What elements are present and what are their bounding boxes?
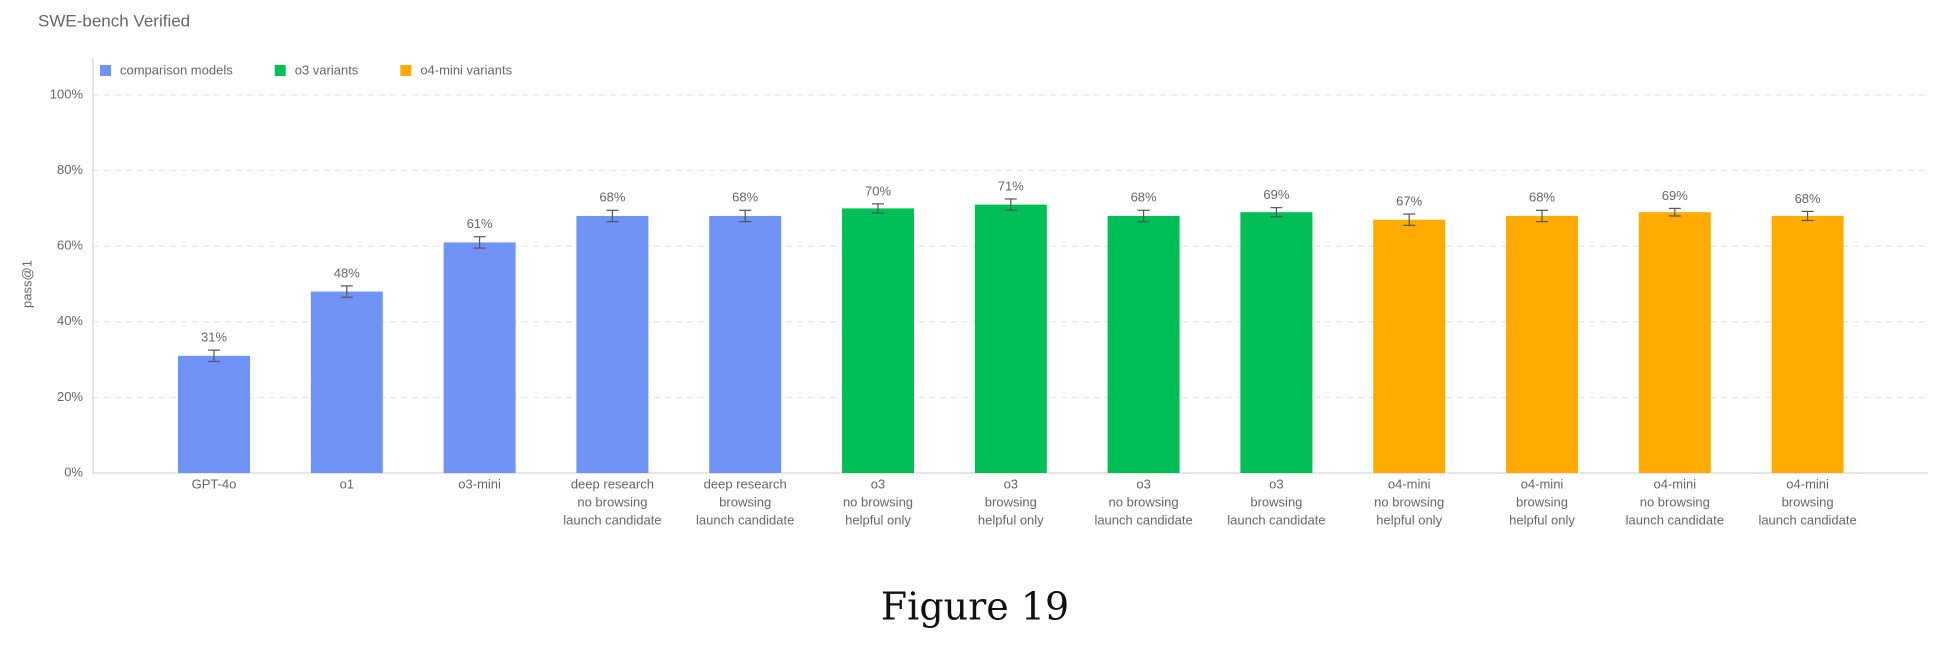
y-tick-label: 40% (57, 313, 83, 328)
x-tick-label: helpful only (1509, 512, 1575, 527)
legend-label: o3 variants (295, 62, 359, 77)
data-label: 68% (1529, 190, 1555, 205)
data-label: 68% (1795, 191, 1821, 206)
x-tick-label: helpful only (978, 512, 1044, 527)
data-label: 70% (865, 183, 891, 198)
bar (974, 204, 1047, 473)
y-tick-label: 60% (57, 238, 83, 253)
x-tick-label: launch candidate (563, 512, 661, 527)
bar (709, 215, 782, 473)
x-tick-label: o3 (1004, 476, 1018, 491)
x-tick-label: o3 (871, 476, 885, 491)
x-tick-label: launch candidate (1626, 512, 1724, 527)
y-tick-label: 20% (57, 389, 83, 404)
x-tick-label: o4-mini (1653, 476, 1696, 491)
x-tick-label: browsing (1782, 494, 1834, 509)
data-label: 68% (1131, 190, 1157, 205)
legend-label: comparison models (120, 62, 233, 77)
x-tick-label: helpful only (1376, 512, 1442, 527)
bar (310, 291, 383, 473)
x-tick-label: o4-mini (1388, 476, 1431, 491)
x-tick-label: o1 (340, 476, 354, 491)
bar (1373, 219, 1446, 473)
x-tick-label: launch candidate (696, 512, 794, 527)
x-tick-label: GPT-4o (192, 476, 237, 491)
bar (1107, 215, 1180, 473)
x-tick-label: helpful only (845, 512, 911, 527)
x-tick-label: no browsing (1109, 494, 1179, 509)
y-axis-label: pass@1 (19, 260, 34, 308)
legend-swatch (400, 65, 412, 76)
data-label: 61% (467, 216, 493, 231)
data-label: 68% (599, 190, 625, 205)
bar (1240, 212, 1313, 473)
x-tick-label: o3-mini (458, 476, 501, 491)
legend-swatch (100, 65, 111, 76)
x-tick-label: o4-mini (1786, 476, 1829, 491)
bar (842, 208, 914, 473)
x-tick-label: no browsing (1640, 494, 1710, 509)
x-tick-label: no browsing (1374, 494, 1444, 509)
x-tick-label: browsing (1516, 494, 1568, 509)
y-tick-label: 80% (57, 162, 83, 177)
bar (1771, 215, 1844, 473)
legend-label: o4-mini variants (420, 62, 512, 77)
data-label: 31% (201, 330, 227, 345)
y-tick-label: 100% (50, 86, 84, 101)
data-label: 48% (334, 265, 360, 280)
x-tick-label: browsing (985, 494, 1037, 509)
x-tick-label: browsing (719, 494, 771, 509)
data-label: 71% (998, 178, 1024, 193)
x-tick-label: launch candidate (1758, 512, 1856, 527)
chart-title: SWE-bench Verified (38, 11, 190, 30)
data-label: 68% (732, 190, 758, 205)
x-tick-label: deep research (571, 476, 654, 491)
x-tick-label: browsing (1250, 494, 1302, 509)
y-tick-label: 0% (64, 464, 83, 479)
bar (1638, 212, 1711, 473)
data-label: 67% (1396, 194, 1422, 209)
caption: Figure 19 (881, 585, 1069, 629)
bar (178, 355, 250, 473)
x-tick-label: launch candidate (1227, 512, 1325, 527)
x-tick-label: launch candidate (1094, 512, 1192, 527)
legend-swatch (274, 65, 286, 76)
x-tick-label: o4-mini (1521, 476, 1564, 491)
bar (576, 215, 649, 473)
bar (443, 242, 516, 473)
x-tick-label: no browsing (843, 494, 913, 509)
x-tick-label: no browsing (577, 494, 647, 509)
data-label: 69% (1662, 188, 1688, 203)
x-tick-label: deep research (704, 476, 787, 491)
bar (1506, 215, 1578, 473)
data-label: 69% (1263, 187, 1289, 202)
x-tick-label: o3 (1136, 476, 1150, 491)
x-tick-label: o3 (1269, 476, 1283, 491)
